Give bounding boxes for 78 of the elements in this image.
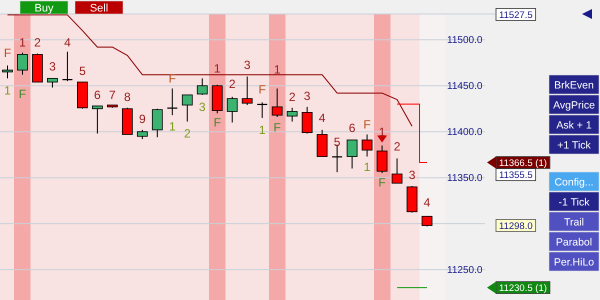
y-tick-label: 11400.0 [447,127,483,138]
candlestick [47,78,58,88]
button: Parabol [548,232,600,252]
candlestick [376,145,388,174]
annotation: 1 [364,160,371,174]
text: 11355.5 [499,170,533,181]
button: AvgPrice [548,94,600,114]
candlestick [346,139,358,169]
candlestick [17,52,28,76]
annotation: F [18,87,26,102]
annotation: 1 [168,119,176,134]
annotation: 1 [274,62,281,76]
y-tick-label: 11350.0 [447,173,483,184]
annotation: 1 [19,36,26,50]
annotation: Buy [34,2,54,14]
annotation: 4 [64,36,72,50]
annotation: F [214,116,221,130]
button: Buy [20,0,68,14]
candlestick [92,105,103,134]
annotation: 1 [214,61,221,76]
annotation: 6 [348,121,356,136]
y-tick-label: 11500.0 [447,35,483,46]
candlestick [286,107,298,122]
candlestick [392,158,402,184]
button: Per.HiLo [548,252,600,272]
annotation: 2 [228,77,236,92]
annotation: 2 [34,36,42,50]
annotation: F [274,120,281,134]
annotation: 4 [318,111,326,126]
annotation: 4 [424,196,431,210]
annotation: 5 [79,64,86,78]
text: 11298.0 [499,220,533,232]
annotation: F [4,46,12,60]
annotation: 3 [49,60,56,74]
candlestick [136,129,148,140]
annotation: 1 [4,84,12,98]
annotation: 5 [334,135,341,150]
candlestick [2,65,13,79]
button: Trail [548,212,600,232]
candlestick [362,134,372,158]
button: Ask + 1 [548,114,600,134]
candlestick [182,94,193,122]
candlestick [422,216,432,227]
annotation: 7 [109,88,116,102]
candlestick [302,106,313,134]
candlestick [152,108,163,138]
button: -1 Tick [548,192,600,212]
annotation: F [378,175,386,190]
annotation: 3 [304,89,311,104]
annotation: 1 [378,124,386,139]
annotation: 3 [244,58,251,72]
text: 11230.5 (1) [499,282,547,294]
button: Config... [548,172,600,192]
annotation: 3 [408,168,416,182]
y-tick-label: 11450.0 [447,81,483,92]
candlestick [196,78,208,96]
annotation: 2 [184,126,191,141]
annotation: 6 [94,88,102,102]
candlestick [242,76,253,106]
annotation: F [168,72,176,86]
candlestick [226,96,238,124]
candlestick [316,129,328,158]
annotation: 2 [394,140,401,154]
button: Sell [74,0,124,14]
text: 11366.5 (1) [499,158,547,169]
annotation: F [258,82,266,97]
annotation: 3 [198,100,206,114]
annotation: F [363,118,371,132]
button: BrkEven [548,74,600,94]
button: +1 Tick [548,134,600,154]
annotation: 9 [138,112,146,126]
annotation: Sell [90,2,108,14]
y-tick-label: 11250.0 [447,265,483,276]
candlestick [272,88,283,118]
annotation: 1 [258,123,266,138]
annotation: 8 [124,90,132,104]
annotation: 2 [288,90,296,104]
text: 11527.5 [499,10,533,21]
